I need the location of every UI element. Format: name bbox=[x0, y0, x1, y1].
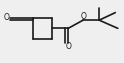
Text: O: O bbox=[4, 13, 10, 22]
Text: O: O bbox=[65, 42, 71, 51]
Text: O: O bbox=[80, 12, 86, 21]
